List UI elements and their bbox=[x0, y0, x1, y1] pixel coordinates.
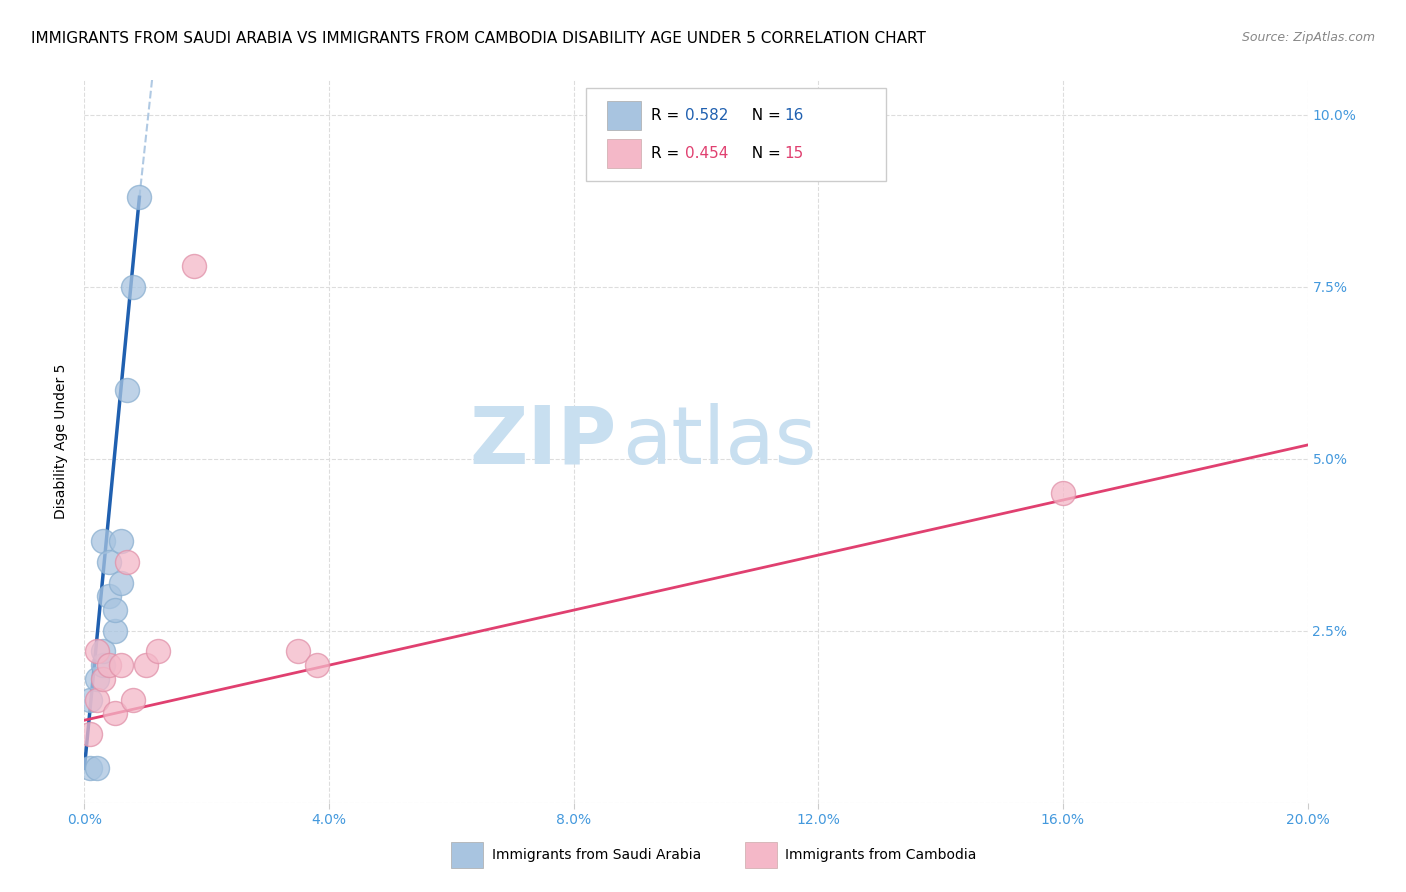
Point bbox=[91, 644, 114, 658]
Point bbox=[110, 658, 132, 673]
FancyBboxPatch shape bbox=[606, 139, 641, 168]
Point bbox=[91, 658, 114, 673]
Text: 0.454: 0.454 bbox=[685, 146, 728, 161]
Text: Source: ZipAtlas.com: Source: ZipAtlas.com bbox=[1241, 31, 1375, 45]
Point bbox=[79, 727, 101, 741]
Point bbox=[86, 761, 108, 775]
Point bbox=[91, 534, 114, 549]
Point bbox=[146, 644, 169, 658]
Point bbox=[122, 692, 145, 706]
Point bbox=[135, 658, 157, 673]
Point bbox=[1052, 486, 1074, 500]
Text: IMMIGRANTS FROM SAUDI ARABIA VS IMMIGRANTS FROM CAMBODIA DISABILITY AGE UNDER 5 : IMMIGRANTS FROM SAUDI ARABIA VS IMMIGRAN… bbox=[31, 31, 925, 46]
Point bbox=[79, 692, 101, 706]
Text: atlas: atlas bbox=[623, 402, 817, 481]
Point bbox=[79, 761, 101, 775]
Point bbox=[86, 644, 108, 658]
FancyBboxPatch shape bbox=[586, 87, 886, 181]
FancyBboxPatch shape bbox=[451, 842, 484, 868]
Point bbox=[97, 555, 120, 569]
Point bbox=[86, 672, 108, 686]
Point bbox=[287, 644, 309, 658]
Point bbox=[183, 259, 205, 273]
Point bbox=[115, 383, 138, 397]
Point bbox=[110, 575, 132, 590]
Text: Immigrants from Saudi Arabia: Immigrants from Saudi Arabia bbox=[492, 847, 702, 862]
Point bbox=[115, 555, 138, 569]
Point bbox=[104, 706, 127, 721]
Text: N =: N = bbox=[742, 108, 786, 123]
Point bbox=[97, 590, 120, 604]
Point bbox=[86, 692, 108, 706]
Point bbox=[122, 279, 145, 293]
Point bbox=[104, 603, 127, 617]
FancyBboxPatch shape bbox=[745, 842, 776, 868]
Text: 16: 16 bbox=[785, 108, 803, 123]
Text: N =: N = bbox=[742, 146, 786, 161]
Point bbox=[91, 672, 114, 686]
Text: R =: R = bbox=[651, 108, 683, 123]
Text: ZIP: ZIP bbox=[470, 402, 616, 481]
Y-axis label: Disability Age Under 5: Disability Age Under 5 bbox=[55, 364, 69, 519]
Point bbox=[305, 658, 328, 673]
Point bbox=[104, 624, 127, 638]
Text: 0.582: 0.582 bbox=[685, 108, 728, 123]
Point bbox=[128, 190, 150, 204]
Point bbox=[110, 534, 132, 549]
Text: Immigrants from Cambodia: Immigrants from Cambodia bbox=[786, 847, 977, 862]
Text: R =: R = bbox=[651, 146, 683, 161]
Point bbox=[97, 658, 120, 673]
FancyBboxPatch shape bbox=[606, 101, 641, 130]
Text: 15: 15 bbox=[785, 146, 803, 161]
